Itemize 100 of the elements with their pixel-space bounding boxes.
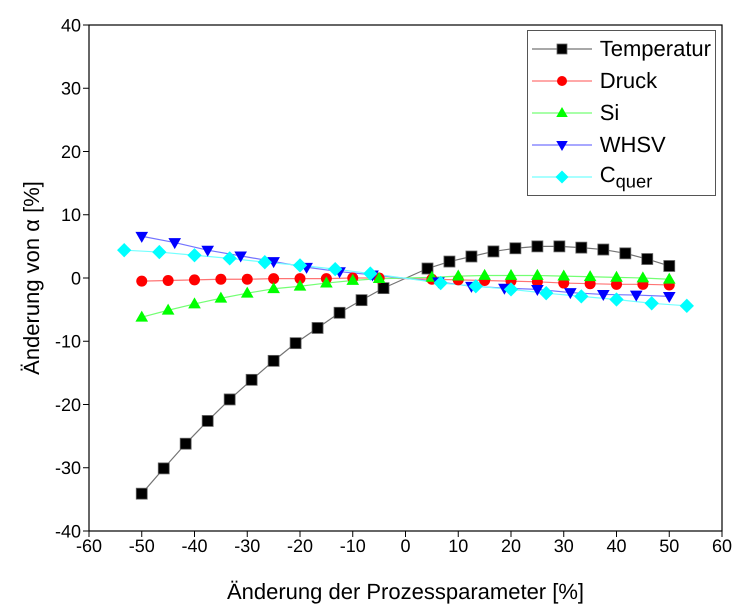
point	[234, 251, 247, 262]
x-tick-label: 40	[606, 536, 627, 556]
x-tick-label: -10	[340, 536, 366, 556]
point	[662, 292, 676, 303]
point	[188, 297, 201, 308]
point	[267, 257, 280, 268]
point	[478, 268, 491, 280]
point	[488, 246, 500, 258]
point	[641, 253, 654, 265]
point	[680, 298, 694, 313]
point	[158, 462, 170, 474]
point	[135, 232, 148, 243]
point	[644, 296, 659, 310]
point	[630, 290, 643, 302]
point	[574, 289, 588, 304]
point	[268, 354, 280, 367]
point	[553, 240, 566, 252]
point	[610, 270, 623, 282]
point	[444, 256, 456, 268]
point	[246, 374, 258, 386]
point	[466, 250, 478, 262]
legend-label: Si	[600, 100, 620, 126]
point	[152, 244, 166, 260]
y-tick-label: 20	[60, 142, 81, 162]
point	[292, 258, 308, 272]
point	[240, 286, 254, 298]
point	[258, 255, 272, 270]
y-tick-label: 40	[60, 15, 81, 36]
point	[162, 275, 174, 286]
point	[452, 270, 465, 281]
point	[468, 279, 483, 294]
point	[363, 266, 378, 281]
x-tick-label: 0	[400, 536, 411, 556]
point	[136, 276, 148, 287]
x-tick-label: 50	[659, 536, 680, 556]
x-tick-label: -40	[181, 536, 208, 556]
y-tick-label: -30	[54, 458, 81, 478]
point	[584, 270, 596, 282]
y-tick-label: 30	[60, 78, 81, 99]
point	[135, 310, 148, 322]
x-tick-label: 20	[500, 536, 522, 556]
point	[596, 290, 610, 302]
y-axis-title: Änderung von α [%]	[18, 181, 44, 375]
point	[117, 243, 132, 258]
point	[597, 244, 610, 256]
x-axis-title: Änderung der Prozessparameter [%]	[226, 579, 584, 604]
point	[662, 272, 676, 284]
legend-label: Temperatur	[600, 36, 711, 62]
y-tick-label: -40	[54, 521, 81, 542]
point	[290, 337, 302, 350]
point	[215, 274, 226, 285]
point	[504, 268, 518, 280]
point	[575, 242, 588, 254]
point	[294, 280, 306, 291]
y-tick-label: -10	[54, 332, 81, 352]
point	[136, 488, 148, 500]
y-tick-label: 10	[60, 205, 81, 226]
point	[201, 246, 214, 257]
point	[214, 292, 228, 303]
point	[267, 282, 280, 294]
point	[609, 292, 624, 307]
point	[378, 282, 390, 294]
x-tick-label: 60	[712, 536, 732, 556]
point	[557, 270, 570, 281]
point	[356, 294, 368, 306]
point	[189, 274, 200, 286]
point	[539, 286, 554, 300]
legend-label: Druck	[600, 68, 658, 94]
point	[509, 242, 522, 254]
point	[564, 288, 577, 300]
point	[320, 276, 333, 288]
point	[663, 260, 676, 272]
point	[268, 273, 280, 284]
point	[434, 276, 448, 290]
point	[312, 322, 324, 334]
point	[531, 268, 544, 280]
y-tick-label: -20	[54, 394, 81, 415]
point	[224, 394, 236, 406]
point	[636, 271, 650, 282]
x-tick-label: -20	[286, 536, 314, 556]
point	[619, 247, 632, 260]
point	[162, 304, 174, 315]
x-tick-label: -50	[128, 536, 155, 556]
y-tick-label: 0	[70, 268, 81, 288]
point	[531, 284, 544, 296]
legend-label: C$_{quer}$	[600, 162, 652, 192]
point	[222, 251, 237, 266]
point	[422, 262, 434, 274]
point	[187, 248, 202, 262]
point	[242, 274, 253, 285]
point	[168, 238, 182, 250]
point	[202, 415, 214, 427]
point	[334, 306, 346, 319]
x-tick-label: -30	[234, 536, 260, 556]
legend-label: WHSV	[600, 132, 666, 158]
point	[180, 438, 192, 450]
point	[531, 240, 544, 252]
x-tick-label: 10	[448, 536, 468, 556]
x-tick-label: 30	[554, 536, 574, 556]
point	[504, 282, 518, 297]
